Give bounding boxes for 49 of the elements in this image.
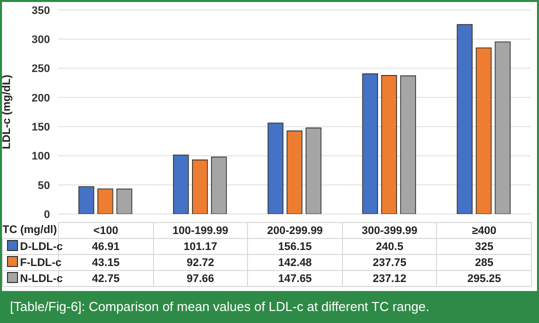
legend-label: F-LDL-c (19, 256, 62, 270)
x-tick-label: <100 (58, 222, 154, 238)
data-label: 240.5 (342, 238, 437, 254)
data-label: 295.25 (436, 270, 532, 286)
data-label: 101.17 (153, 238, 248, 254)
bar (476, 47, 492, 214)
x-axis-title: TC (mg/dl) (2, 223, 58, 238)
x-tick-label: 100-199.99 (153, 222, 248, 238)
y-tick-label: 300 (32, 34, 50, 46)
bar (116, 188, 132, 214)
x-tick-label: 300-399.99 (342, 222, 437, 238)
x-tick-label: 200-299.99 (248, 222, 342, 238)
bar (306, 128, 322, 214)
bar (362, 73, 378, 214)
y-tick-label: 150 (32, 121, 50, 134)
y-tick-label: 0 (44, 208, 50, 221)
bar (78, 186, 94, 214)
y-axis-title: LDL-c (mg/dL) (0, 74, 13, 150)
y-tick-label: 250 (32, 63, 50, 76)
y-tick-label: 100 (32, 150, 50, 163)
legend-label: D-LDL-c (19, 240, 63, 254)
y-tick-label: 350 (32, 4, 50, 17)
bar (173, 154, 189, 214)
bar (494, 42, 511, 214)
data-label: 42.75 (92, 272, 120, 284)
bar (286, 130, 302, 214)
data-label: 97.66 (153, 270, 248, 286)
data-label: 46.91 (92, 240, 120, 252)
bar (381, 75, 398, 214)
x-tick-label: ≥400 (436, 222, 532, 238)
y-tick-label: 50 (38, 180, 50, 192)
data-label: 325 (436, 238, 532, 254)
bar (211, 156, 227, 214)
data-label: 92.72 (153, 254, 248, 270)
data-label: 237.75 (342, 254, 437, 270)
bar (97, 188, 114, 214)
y-tick-label: 200 (32, 92, 50, 104)
data-label: 147.65 (248, 270, 342, 286)
data-label: 285 (436, 254, 532, 270)
data-label: 142.48 (248, 254, 342, 270)
data-label: 237.12 (342, 270, 437, 286)
text: [Table/Fig-6]: Comparison of mean values of LDL-c at different TC range. (10, 298, 430, 314)
legend-label: N-LDL-c (19, 272, 63, 286)
bar (400, 75, 416, 214)
data-label: 43.15 (92, 256, 120, 268)
bar (192, 160, 208, 214)
bar (456, 24, 473, 214)
bar (268, 122, 284, 214)
data-label: 156.15 (248, 238, 342, 254)
